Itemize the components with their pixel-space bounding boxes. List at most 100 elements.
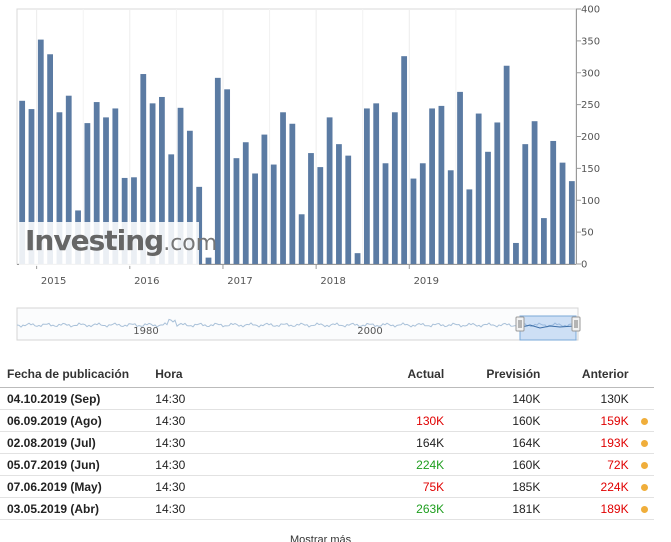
navigator-handle[interactable] bbox=[515, 316, 525, 332]
bar[interactable] bbox=[382, 163, 389, 264]
row-indicator bbox=[634, 409, 654, 432]
bar[interactable] bbox=[541, 218, 547, 264]
row-date: 03.05.2019 (Abr) bbox=[0, 497, 149, 520]
bar[interactable] bbox=[177, 107, 184, 264]
bar[interactable] bbox=[47, 54, 53, 265]
bar[interactable] bbox=[37, 39, 44, 264]
bar[interactable] bbox=[429, 108, 435, 264]
bar[interactable] bbox=[466, 189, 473, 264]
bar[interactable] bbox=[336, 144, 342, 264]
bar[interactable] bbox=[224, 89, 231, 264]
bar[interactable] bbox=[93, 102, 100, 264]
bar[interactable] bbox=[261, 134, 268, 264]
revision-dot-icon[interactable] bbox=[640, 505, 648, 513]
col-date-header[interactable]: Fecha de publicación bbox=[0, 361, 149, 388]
bar[interactable] bbox=[475, 113, 482, 264]
table-row: 05.07.2019 (Jun) 14:30 224K 160K 72K bbox=[0, 453, 654, 476]
revision-dot-icon[interactable] bbox=[640, 483, 648, 491]
bar[interactable] bbox=[140, 74, 147, 264]
row-indicator bbox=[634, 453, 654, 476]
bar[interactable] bbox=[112, 108, 119, 264]
bar[interactable] bbox=[559, 162, 566, 264]
navigator-label: 1980 bbox=[133, 326, 158, 337]
table-row: 07.06.2019 (May) 14:30 75K 185K 224K bbox=[0, 475, 654, 498]
col-actual-header[interactable]: Actual bbox=[299, 361, 451, 388]
bar[interactable] bbox=[84, 123, 91, 264]
bar[interactable] bbox=[410, 178, 417, 264]
col-forecast-header[interactable]: Previsión bbox=[450, 361, 547, 388]
chart-panel: 0 50 100 150 200 250 300 350 400 2015 2016 2017 2018… bbox=[0, 0, 671, 346]
row-forecast: 160K bbox=[450, 453, 547, 476]
bar[interactable] bbox=[131, 177, 137, 264]
bar[interactable] bbox=[457, 91, 463, 265]
table-header-row: Fecha de publicación Hora Actual Previsi… bbox=[0, 361, 654, 388]
bar[interactable] bbox=[270, 164, 277, 264]
chart-navigator[interactable]: 1980 2000 bbox=[0, 306, 671, 346]
revision-dot-icon[interactable] bbox=[640, 439, 648, 447]
bar[interactable] bbox=[326, 117, 333, 265]
bar[interactable] bbox=[503, 65, 510, 265]
bar[interactable] bbox=[252, 173, 258, 264]
revision-dot-icon[interactable] bbox=[640, 417, 648, 425]
bar[interactable] bbox=[345, 155, 352, 265]
bar[interactable] bbox=[149, 103, 156, 264]
row-previous: 189K bbox=[546, 497, 635, 520]
bar[interactable] bbox=[531, 121, 538, 264]
row-date: 02.08.2019 (Jul) bbox=[0, 431, 149, 454]
bar[interactable] bbox=[214, 77, 221, 264]
bar[interactable] bbox=[485, 151, 491, 264]
bar[interactable] bbox=[289, 123, 296, 264]
bar[interactable] bbox=[568, 181, 575, 265]
bar[interactable] bbox=[419, 163, 426, 264]
plot-area bbox=[16, 8, 577, 265]
bar[interactable] bbox=[308, 153, 314, 264]
col-previous-header[interactable]: Anterior bbox=[546, 361, 635, 388]
bar[interactable] bbox=[317, 167, 324, 264]
bar[interactable] bbox=[354, 253, 361, 264]
bar[interactable] bbox=[205, 257, 212, 265]
bar[interactable] bbox=[56, 112, 63, 264]
bar[interactable] bbox=[373, 103, 380, 264]
bar[interactable] bbox=[121, 177, 128, 264]
bar[interactable] bbox=[159, 96, 165, 264]
x-tick-label: 2019 bbox=[414, 276, 439, 287]
row-actual: 224K bbox=[299, 453, 451, 476]
bar[interactable] bbox=[103, 117, 109, 265]
bar[interactable] bbox=[494, 122, 501, 264]
navigator-selection[interactable] bbox=[519, 315, 577, 341]
bar[interactable] bbox=[168, 154, 175, 264]
row-actual: 75K bbox=[299, 475, 451, 498]
y-tick-label: 0 bbox=[581, 260, 587, 271]
bar[interactable] bbox=[242, 142, 249, 264]
navigator-handle[interactable] bbox=[571, 316, 581, 332]
row-indicator bbox=[634, 475, 654, 498]
row-time: 14:30 bbox=[148, 475, 300, 498]
bar[interactable] bbox=[28, 109, 35, 264]
row-date: 05.07.2019 (Jun) bbox=[0, 453, 149, 476]
bar[interactable] bbox=[196, 186, 203, 264]
bar[interactable] bbox=[65, 95, 72, 264]
row-actual: 130K bbox=[299, 409, 451, 432]
bar[interactable] bbox=[522, 144, 529, 264]
row-previous: 193K bbox=[546, 431, 635, 454]
bar[interactable] bbox=[550, 140, 557, 264]
row-time: 14:30 bbox=[148, 431, 300, 454]
col-time-header[interactable]: Hora bbox=[148, 361, 300, 388]
revision-dot-icon[interactable] bbox=[640, 461, 648, 469]
bar[interactable] bbox=[401, 56, 408, 265]
bar[interactable] bbox=[298, 214, 305, 264]
bar[interactable] bbox=[19, 100, 26, 264]
col-indicator-header bbox=[634, 361, 654, 388]
row-indicator bbox=[634, 497, 654, 520]
bar[interactable] bbox=[233, 158, 240, 264]
bar[interactable] bbox=[513, 242, 519, 264]
bar[interactable] bbox=[391, 112, 398, 264]
bar-chart[interactable]: 0 50 100 150 200 250 300 350 400 2015 2016 2017 2018… bbox=[0, 0, 671, 300]
bar[interactable] bbox=[186, 130, 193, 264]
bar[interactable] bbox=[447, 170, 454, 264]
bar[interactable] bbox=[280, 112, 286, 264]
table-row: 03.05.2019 (Abr) 14:30 263K 181K 189K bbox=[0, 497, 654, 520]
show-more-link[interactable]: Mostrar más bbox=[290, 534, 352, 542]
bar[interactable] bbox=[363, 108, 370, 264]
bar[interactable] bbox=[438, 105, 445, 265]
